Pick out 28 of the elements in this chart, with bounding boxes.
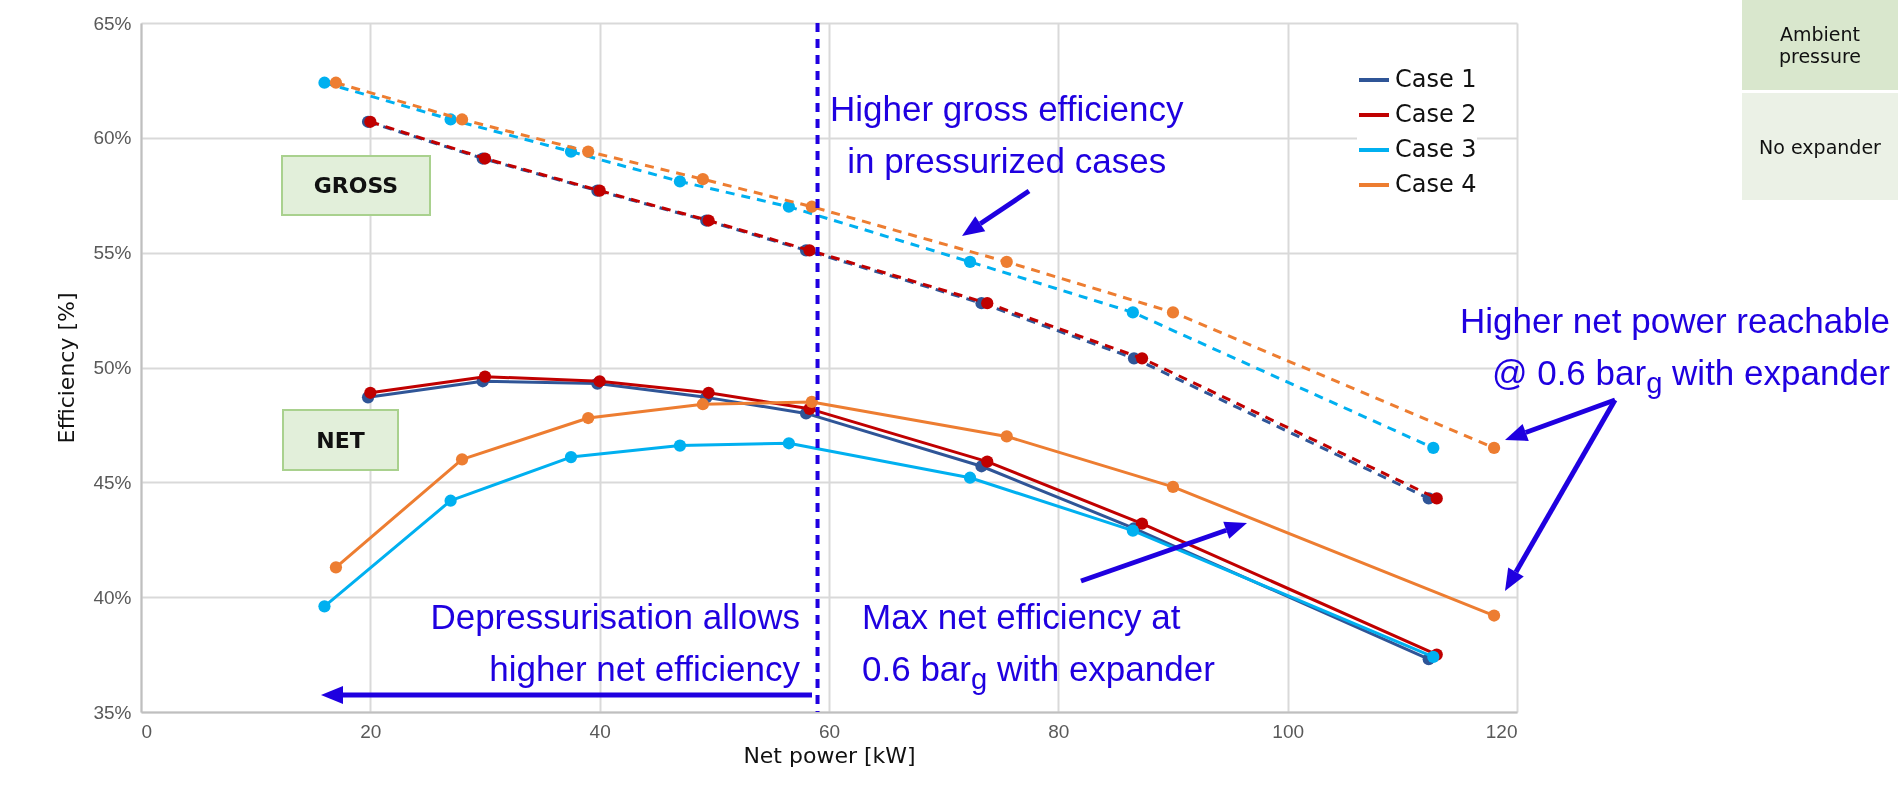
text: Ambient pressure (1777, 23, 1863, 67)
annotation: Higher gross efficiency in pressurized cases (830, 89, 1184, 180)
x-tick-label: 0 (141, 720, 153, 742)
annotation: Max net efficiency at 0.6 bar$_{g}$ with expander (862, 597, 1215, 695)
y-tick-label: 35% (93, 701, 132, 723)
y-tick-label: 45% (93, 471, 132, 493)
x-tick-label: 20 (360, 720, 382, 742)
x-tick-label: 120 (1485, 720, 1518, 742)
y-axis-title: Efficiency [%] (54, 292, 80, 444)
x-tick-label: 40 (589, 720, 611, 742)
annotation: GROSS (313, 173, 399, 198)
annotation: NET (316, 427, 365, 453)
y-tick-label: 60% (93, 127, 132, 149)
x-tick-label: 60 (818, 720, 841, 742)
legend-label: Case 2 (1395, 100, 1477, 128)
legend-label: Case 1 (1395, 65, 1477, 93)
y-tick-label: 55% (93, 242, 132, 264)
text: No expander (1759, 135, 1881, 158)
legend-label: Case 3 (1395, 135, 1477, 163)
x-axis-title: Net power [kW] (743, 742, 916, 768)
y-tick-label: 50% (93, 357, 132, 378)
annotation: Depressurisation allows higher net efficiency (430, 597, 800, 688)
x-tick-label: 80 (1048, 720, 1070, 742)
y-tick-label: 65% (93, 12, 132, 34)
x-tick-label: 100 (1272, 720, 1305, 742)
legend-label: Case 4 (1395, 170, 1477, 198)
annotation: Higher net power reachable @ 0.6 bar$_{g}$ with expander (1460, 301, 1890, 399)
y-tick-label: 40% (93, 586, 132, 608)
